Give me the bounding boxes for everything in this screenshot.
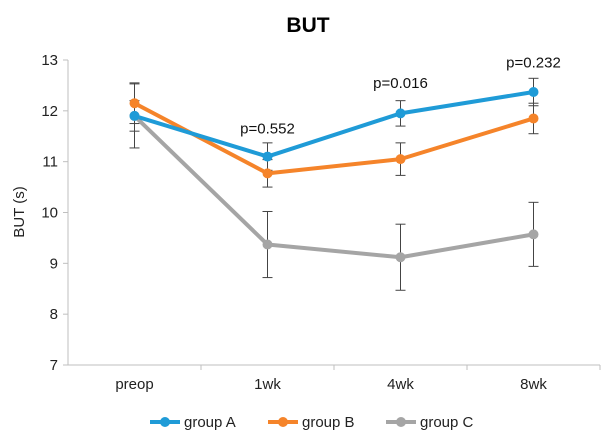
legend-label: group C bbox=[420, 414, 474, 431]
legend-label: group A bbox=[184, 414, 236, 431]
chart-title: BUT bbox=[286, 14, 329, 37]
data-point bbox=[395, 252, 406, 263]
data-point bbox=[262, 168, 273, 179]
series-line-group-b bbox=[133, 101, 535, 176]
x-ticks: preop 1wk 4wk 8wk bbox=[115, 365, 601, 393]
series-points bbox=[129, 87, 539, 263]
x-tick-label: 1wk bbox=[254, 376, 281, 393]
y-ticks: 7 8 9 10 11 12 13 bbox=[41, 52, 68, 374]
y-tick-label: 9 bbox=[50, 255, 58, 272]
legend: group A group B group C bbox=[150, 414, 474, 431]
data-point bbox=[528, 87, 539, 98]
data-point bbox=[262, 151, 273, 162]
legend-marker bbox=[160, 417, 170, 427]
y-tick-label: 12 bbox=[41, 103, 58, 120]
y-tick-label: 7 bbox=[50, 357, 58, 374]
data-point bbox=[129, 98, 140, 109]
p-value-annotation: p=0.552 bbox=[240, 121, 295, 138]
y-tick-label: 8 bbox=[50, 306, 58, 323]
y-axis-label: BUT (s) bbox=[11, 186, 28, 237]
legend-marker bbox=[396, 417, 406, 427]
data-point bbox=[262, 239, 273, 250]
x-tick-label: 4wk bbox=[387, 376, 414, 393]
y-tick-label: 13 bbox=[41, 52, 58, 69]
legend-label: group B bbox=[302, 414, 355, 431]
y-tick-label: 10 bbox=[41, 205, 58, 222]
x-tick-label: preop bbox=[115, 376, 153, 393]
series-line-group-a bbox=[133, 90, 534, 159]
legend-marker bbox=[278, 417, 288, 427]
data-point bbox=[129, 110, 140, 121]
error-bars bbox=[129, 77, 539, 291]
series-lines bbox=[133, 90, 535, 260]
data-point bbox=[395, 154, 406, 165]
p-value-annotation: p=0.016 bbox=[373, 75, 428, 92]
series-line-group-c bbox=[133, 114, 534, 260]
data-point bbox=[395, 108, 406, 119]
annotations: p=0.552 p=0.016 p=0.232 bbox=[240, 55, 561, 138]
data-point bbox=[528, 229, 539, 240]
data-point bbox=[528, 113, 539, 124]
p-value-annotation: p=0.232 bbox=[506, 55, 561, 72]
x-tick-label: 8wk bbox=[520, 376, 547, 393]
y-tick-label: 11 bbox=[42, 154, 58, 171]
